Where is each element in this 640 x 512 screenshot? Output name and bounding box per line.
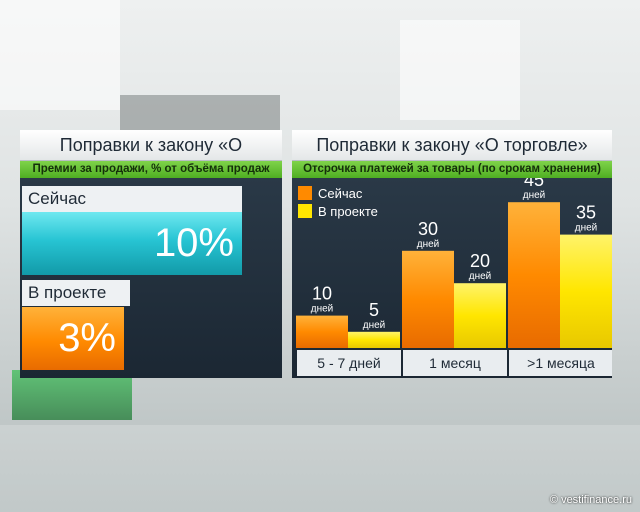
bar-unit-label: дней — [363, 320, 386, 331]
bar-0-0 — [296, 315, 348, 348]
row-label-project: В проекте — [22, 280, 130, 306]
bar-0-1 — [348, 331, 400, 348]
bar-project: 3% — [22, 307, 124, 370]
background-green-block — [12, 370, 132, 420]
background-panel — [400, 20, 520, 120]
bar-2-0 — [508, 202, 560, 348]
category-label: 1 месяц — [429, 355, 481, 371]
bar-now: 10% — [22, 212, 242, 275]
bar-unit-label: дней — [417, 239, 440, 250]
legend-swatch — [298, 204, 312, 218]
bar-value-label: 45 — [524, 178, 544, 190]
background-screen — [120, 95, 280, 135]
category-label: 5 - 7 дней — [317, 355, 380, 371]
background-panel — [0, 0, 120, 110]
category-box — [509, 350, 612, 376]
category-box — [403, 350, 507, 376]
legend-label: В проекте — [318, 204, 378, 219]
bar-unit-label: дней — [469, 271, 492, 282]
right-panel-title: Поправки к закону «О торговле» — [292, 130, 612, 161]
bar-unit-label: дней — [523, 190, 546, 201]
row-label-now: Сейчас — [22, 186, 242, 212]
watermark: © vestifinance.ru — [549, 494, 632, 506]
bar-value-label: 10 — [312, 284, 332, 304]
category-label: >1 месяца — [527, 355, 595, 371]
left-panel-subtitle: Премии за продажи, % от объёма продаж — [20, 161, 282, 178]
right-panel-subtitle: Отсрочка платежей за товары (по срокам х… — [292, 161, 612, 178]
legend-swatch — [298, 186, 312, 200]
bar-value-label: 5 — [369, 300, 379, 320]
bar-now-value: 10% — [153, 221, 234, 265]
legend-label: Сейчас — [318, 186, 363, 201]
bar-1-1 — [454, 283, 506, 348]
bar-project-value: 3% — [58, 316, 116, 360]
bar-value-label: 35 — [576, 203, 596, 223]
left-panel-title: Поправки к закону «О торговле» — [20, 130, 282, 185]
bar-2-1 — [560, 234, 612, 348]
left-panel: Поправки к закону «О торговле» Премии за… — [20, 130, 282, 378]
bar-1-0 — [402, 250, 454, 348]
bar-value-label: 30 — [418, 219, 438, 239]
background-floor — [0, 425, 640, 512]
category-box — [297, 350, 401, 376]
bar-value-label: 20 — [470, 251, 490, 271]
bar-unit-label: дней — [575, 223, 598, 234]
bar-unit-label: дней — [311, 304, 334, 315]
right-panel: Поправки к закону «О торговле» Отсрочка … — [292, 130, 612, 378]
